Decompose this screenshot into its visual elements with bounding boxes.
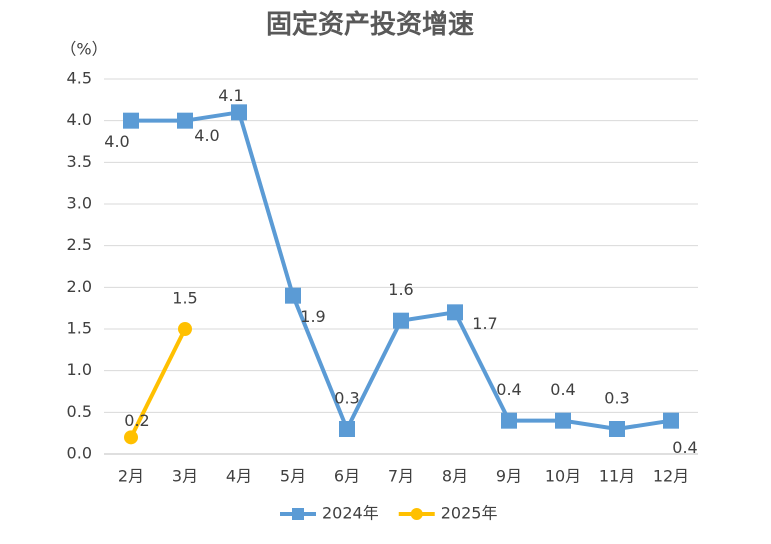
x-tick-label: 4月	[226, 467, 252, 486]
x-tick-label: 2月	[118, 467, 144, 486]
data-label: 0.3	[334, 389, 359, 408]
data-label: 0.3	[604, 389, 629, 408]
x-tick-label: 11月	[599, 467, 635, 486]
x-tick-label: 9月	[496, 467, 522, 486]
data-label: 0.4	[550, 380, 575, 399]
y-tick-label: 0.5	[67, 402, 92, 421]
marker	[178, 322, 192, 336]
legend-marker	[410, 508, 423, 520]
y-tick-label: 3.0	[67, 194, 92, 213]
legend-label: 2024年	[322, 504, 379, 523]
marker	[231, 104, 247, 121]
y-tick-label: 2.0	[67, 277, 92, 296]
series-line	[131, 110, 672, 434]
marker	[393, 312, 409, 329]
marker	[555, 412, 571, 429]
data-label: 1.6	[388, 280, 413, 299]
data-label: 4.1	[218, 86, 243, 105]
marker	[501, 412, 517, 429]
data-label: 4.0	[104, 132, 129, 151]
marker	[663, 412, 679, 429]
data-label: 1.5	[172, 289, 197, 308]
x-tick-label: 5月	[280, 467, 306, 486]
data-label: 4.0	[194, 126, 219, 145]
x-tick-label: 7月	[388, 467, 414, 486]
x-tick-label: 6月	[334, 467, 360, 486]
marker	[609, 421, 625, 437]
legend-marker	[292, 508, 304, 520]
y-tick-label: 1.5	[67, 319, 92, 338]
data-label: 0.4	[672, 438, 697, 457]
y-tick-label: 4.5	[67, 69, 92, 88]
y-tick-label: 0.0	[67, 444, 92, 463]
legend-label: 2025年	[441, 504, 498, 523]
y-tick-label: 1.0	[67, 360, 92, 379]
marker	[447, 304, 463, 321]
marker	[285, 287, 301, 304]
y-axis-label: （%）	[60, 40, 107, 59]
x-tick-label: 3月	[172, 467, 198, 486]
data-label: 0.4	[496, 380, 521, 399]
y-tick-label: 3.5	[67, 152, 92, 171]
y-tick-label: 4.0	[67, 110, 92, 129]
data-label: 1.9	[300, 307, 325, 326]
x-tick-label: 8月	[442, 467, 468, 486]
marker	[177, 112, 193, 129]
marker	[124, 430, 138, 445]
series-line	[129, 328, 187, 439]
data-label: 0.2	[124, 411, 149, 430]
x-tick-label: 10月	[545, 467, 581, 486]
marker	[339, 421, 355, 437]
data-label: 1.7	[472, 314, 497, 333]
y-tick-label: 2.5	[67, 235, 92, 254]
chart-title: 固定资产投资增速	[266, 9, 474, 40]
marker	[123, 112, 139, 129]
x-tick-label: 12月	[653, 467, 689, 486]
